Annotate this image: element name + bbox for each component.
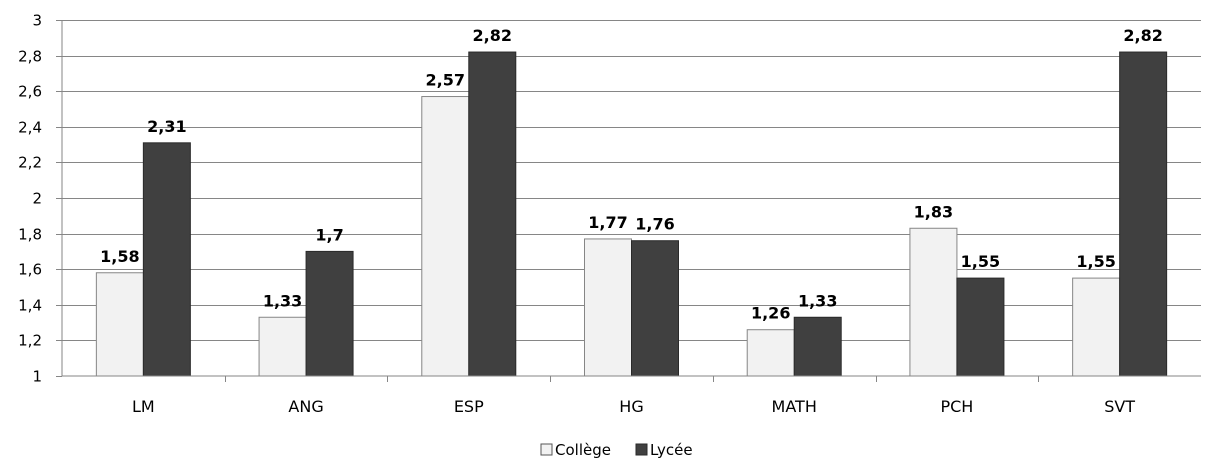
bar-lycee	[305, 250, 354, 377]
data-label: 1,33	[798, 291, 837, 310]
x-category-label: LM	[132, 397, 155, 416]
legend-swatch-college	[540, 443, 553, 456]
bar-lycee	[142, 142, 191, 377]
bar-lycee	[468, 51, 517, 377]
bars	[95, 51, 1168, 377]
bar-college	[421, 96, 470, 377]
y-tick-label: 1,6	[18, 261, 42, 279]
data-label: 1,58	[100, 247, 139, 266]
bar-college	[1072, 277, 1121, 377]
data-label: 2,57	[426, 71, 465, 90]
bar-lycee	[1119, 51, 1168, 377]
data-label: 2,82	[473, 26, 512, 45]
x-category-label: ESP	[454, 397, 484, 416]
axes	[61, 20, 1201, 382]
y-tick-label: 2	[32, 190, 42, 208]
bar-college	[258, 316, 307, 377]
bar-college	[584, 238, 632, 377]
gridlines	[62, 20, 1201, 341]
data-label: 2,82	[1123, 26, 1162, 45]
y-tick-label: 3	[32, 12, 42, 30]
x-category-label: SVT	[1104, 397, 1135, 416]
y-tick-label: 2,4	[18, 119, 42, 137]
data-label: 1,55	[961, 252, 1000, 271]
x-category-label: ANG	[288, 397, 323, 416]
x-category-label: HG	[619, 397, 643, 416]
data-label: 1,83	[914, 202, 953, 221]
data-label: 1,77	[588, 213, 627, 232]
y-tick-label: 2,6	[18, 83, 42, 101]
bar-lycee	[793, 316, 842, 377]
y-axis-tick-labels: 1 1,2 1,4 1,6 1,8 2 2,2 2,4 2,6 2,8 3	[18, 12, 62, 386]
y-tick-label: 2,2	[18, 154, 42, 172]
legend-swatch-lycee	[635, 443, 648, 456]
data-labels: 1,58 2,31 1,33 1,7 2,57 2,82 1,77 1,76 1,26 1,33 1…	[100, 26, 1163, 323]
x-axis-category-labels: LM ANG ESP HG MATH PCH SVT	[132, 397, 1135, 416]
legend: Collège Lycée	[540, 441, 693, 459]
data-label: 1,26	[751, 304, 790, 323]
bar-college	[95, 272, 144, 377]
data-label: 1,76	[635, 215, 674, 234]
y-tick-label: 2,8	[18, 48, 42, 66]
bar-college	[909, 227, 958, 377]
y-tick-label: 1	[32, 368, 42, 386]
legend-label-college: Collège	[555, 441, 611, 459]
y-tick-label: 1,4	[18, 297, 42, 315]
data-label: 1,55	[1076, 252, 1115, 271]
y-tick-label: 1,2	[18, 332, 42, 350]
data-label: 1,33	[263, 291, 302, 310]
x-category-label: MATH	[772, 397, 817, 416]
x-category-label: PCH	[940, 397, 973, 416]
bar-lycee	[631, 240, 679, 377]
data-label: 2,31	[147, 117, 186, 136]
data-label: 1,7	[315, 225, 343, 244]
bar-lycee	[956, 277, 1005, 377]
legend-label-lycee: Lycée	[650, 441, 693, 459]
y-tick-label: 1,8	[18, 226, 42, 244]
bar-college	[746, 329, 795, 377]
